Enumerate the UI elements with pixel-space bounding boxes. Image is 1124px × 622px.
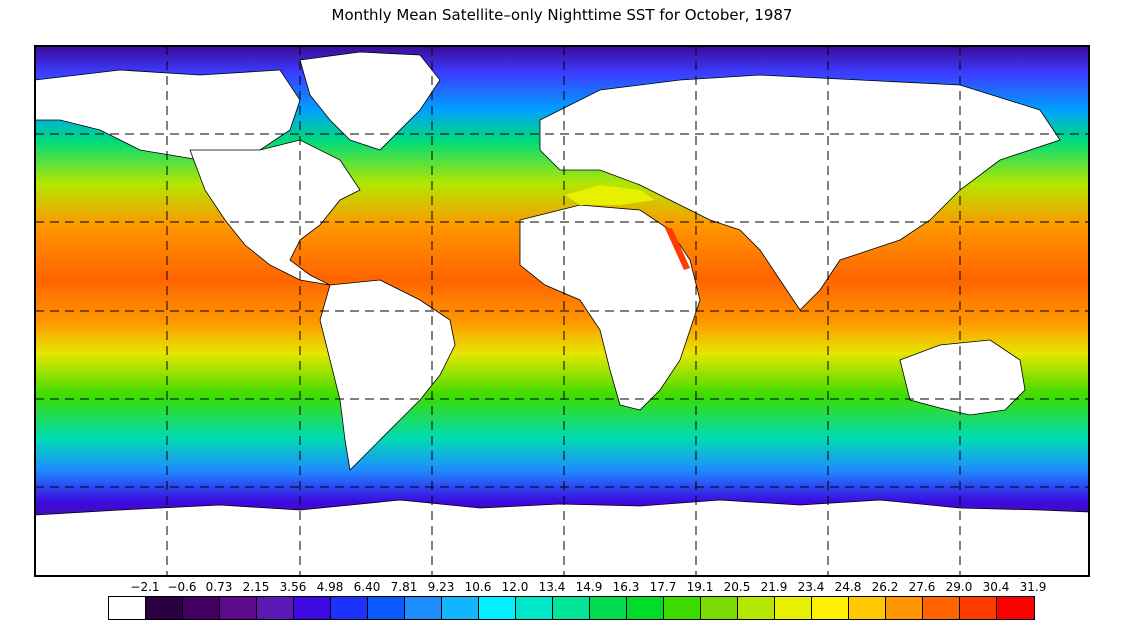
colorbar-swatch [183,597,220,619]
colorbar-swatch [368,597,405,619]
red-sea [665,228,690,270]
africa [519,204,701,411]
colorbar-tick-label: 10.6 [464,580,492,594]
colorbar-swatch [331,597,368,619]
colorbar-tick-label: 23.4 [797,580,825,594]
colorbar-tick-label: 2.15 [242,580,270,594]
north-america [189,139,361,286]
colorbar-swatch [516,597,553,619]
colorbar-tick-label: 12.0 [501,580,529,594]
colorbar-tick-label: 26.2 [871,580,899,594]
antarctica [34,499,1090,577]
colorbar [108,596,1035,620]
colorbar-tick-label: 29.0 [945,580,973,594]
colorbar-swatch [479,597,516,619]
colorbar-swatch [294,597,331,619]
colorbar-swatch [997,597,1034,619]
colorbar-swatch [146,597,183,619]
colorbar-swatch [405,597,442,619]
colorbar-tick-label: 6.40 [353,580,381,594]
colorbar-tick-label: −0.6 [167,580,197,594]
colorbar-tick-label: 21.9 [760,580,788,594]
colorbar-swatch [923,597,960,619]
colorbar-tick-label: 20.5 [723,580,751,594]
colorbar-tick-label: 24.8 [834,580,862,594]
colorbar-swatch [738,597,775,619]
colorbar-swatch [257,597,294,619]
colorbar-swatch [960,597,997,619]
mediterranean-sea [565,185,655,205]
colorbar-tick-label: 7.81 [390,580,418,594]
colorbar-tick-label: 30.4 [982,580,1010,594]
colorbar-swatch [775,597,812,619]
graticule [35,46,1089,576]
colorbar-tick-label: 14.9 [575,580,603,594]
colorbar-tick-label: 16.3 [612,580,640,594]
colorbar-swatch [442,597,479,619]
map-title: Monthly Mean Satellite–only Nighttime SS… [331,6,793,24]
colorbar-tick-label: 19.1 [686,580,714,594]
colorbar-swatch [701,597,738,619]
colorbar-tick-labels: −2.1 −0.6 0.73 2.15 3.56 4.98 6.40 7.81 9.23 10.6… [90,580,1046,594]
colorbar-tick-label: 9.23 [427,580,455,594]
colorbar-swatch [849,597,886,619]
colorbar-tick-label: 4.98 [316,580,344,594]
colorbar-tick-label: 3.56 [279,580,307,594]
colorbar-swatch [109,597,146,619]
colorbar-swatch [590,597,627,619]
colorbar-tick-label: 13.4 [538,580,566,594]
colorbar-swatch [553,597,590,619]
australia [899,339,1026,416]
south-america [319,279,456,471]
colorbar-tick-label: 0.73 [205,580,233,594]
colorbar-swatch [812,597,849,619]
colorbar-tick-label: 27.6 [908,580,936,594]
colorbar-swatch [664,597,701,619]
colorbar-tick-label: 17.7 [649,580,677,594]
colorbar-tick-label: 31.9 [1019,580,1047,594]
sst-map [34,45,1090,577]
colorbar-swatch [627,597,664,619]
colorbar-tick-label: −2.1 [130,580,160,594]
greenland [299,51,441,151]
colorbar-swatch [220,597,257,619]
colorbar-swatch [886,597,923,619]
